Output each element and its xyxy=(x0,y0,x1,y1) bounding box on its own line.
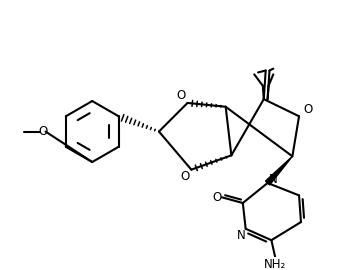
Text: O: O xyxy=(303,103,312,116)
Text: O: O xyxy=(38,125,47,138)
Text: O: O xyxy=(213,191,222,204)
Text: O: O xyxy=(180,170,189,183)
Polygon shape xyxy=(266,156,292,185)
Text: N: N xyxy=(236,229,245,242)
Text: O: O xyxy=(176,89,185,102)
Text: NH₂: NH₂ xyxy=(264,258,286,270)
Text: N: N xyxy=(269,173,278,186)
